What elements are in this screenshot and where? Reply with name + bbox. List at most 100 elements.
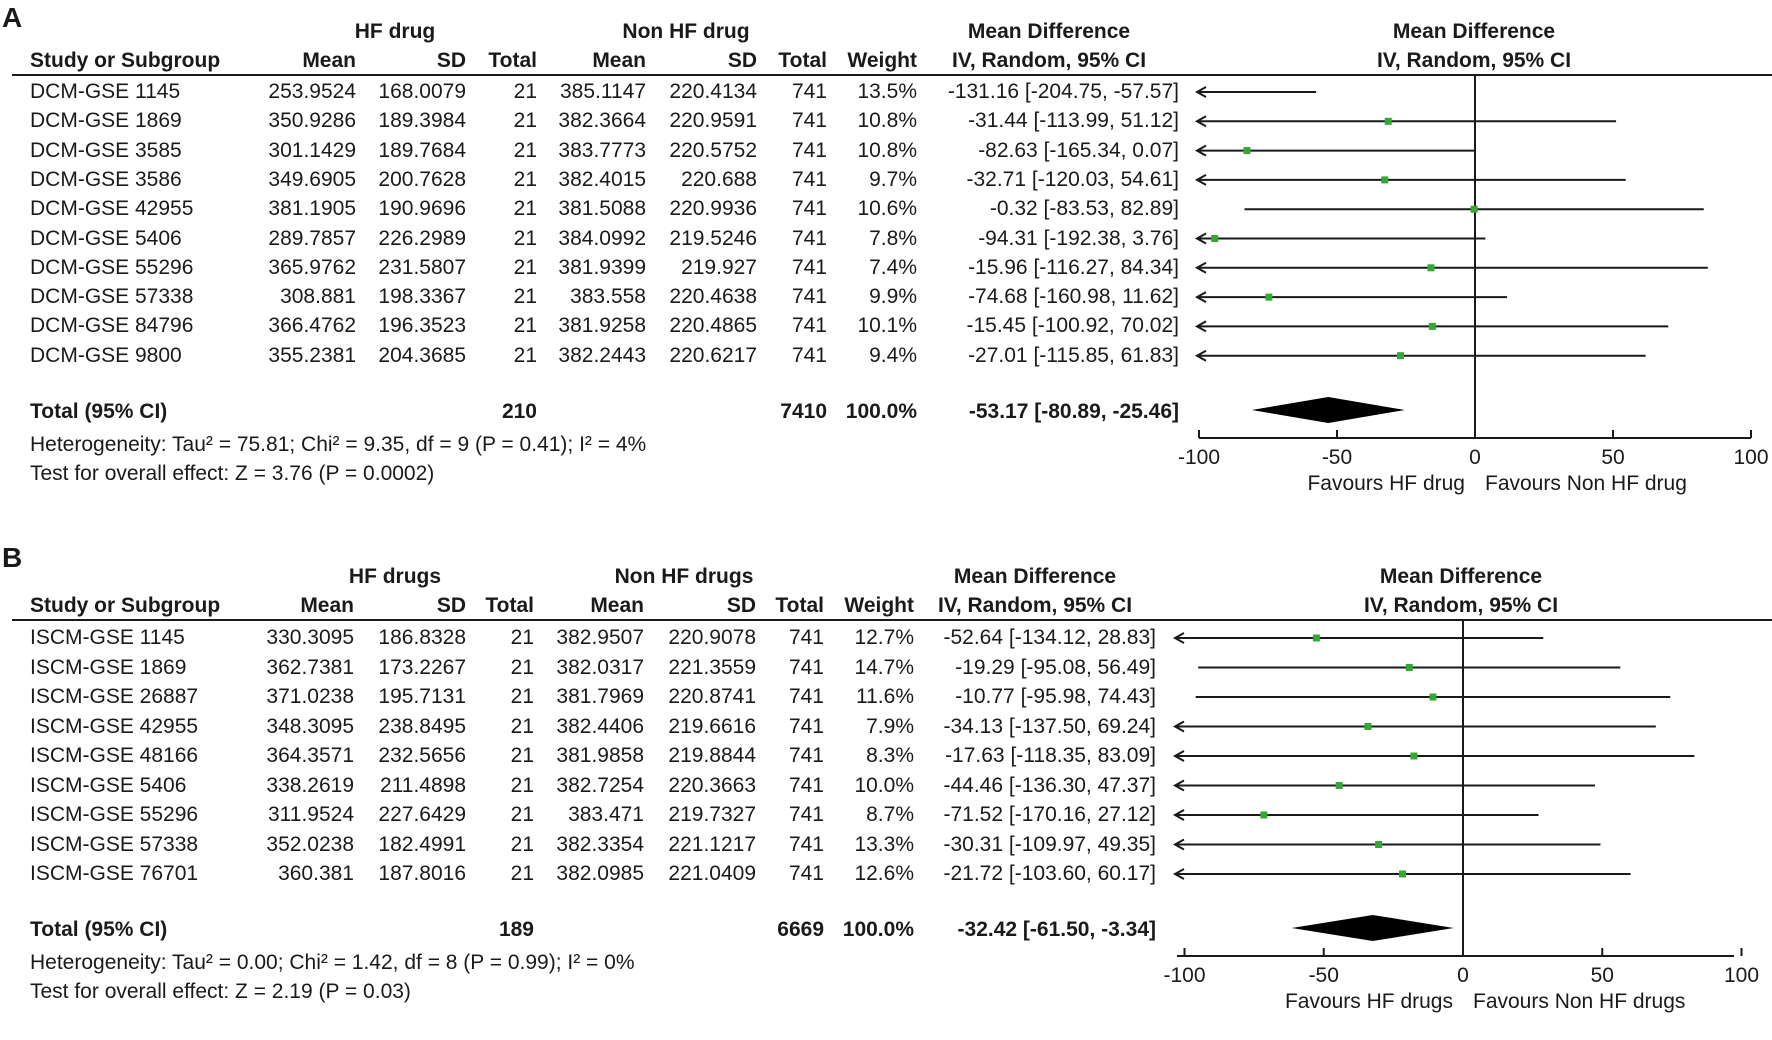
weight-cell: 10.8% (857, 138, 917, 162)
mean2-cell: 382.4406 (556, 714, 644, 738)
study-name: ISCM-GSE 42955 (30, 714, 199, 738)
sd1-cell: 238.8495 (378, 714, 466, 738)
total1-cell: 21 (510, 655, 534, 679)
total1-cell: 21 (510, 832, 534, 856)
study-estimate-marker (1375, 841, 1383, 848)
x-axis-tick-label: -100 (1163, 964, 1205, 987)
ci-cell: -30.31 [-109.97, 49.35] (943, 832, 1157, 856)
sd1-cell: 211.4898 (379, 773, 466, 797)
total1-cell: 21 (513, 226, 537, 250)
sd2-cell: 220.9936 (669, 197, 757, 221)
total1-cell: 21 (510, 773, 534, 797)
mean1-cell: 253.9524 (268, 80, 356, 103)
mean2-cell: 382.3354 (556, 832, 644, 856)
total2-cell: 6669 (777, 918, 824, 941)
sd1-cell: 195.7131 (378, 685, 466, 708)
study-estimate-marker (1384, 117, 1392, 125)
ci-cell: -15.45 [-100.92, 70.02] (966, 314, 1180, 338)
sd2-cell: 221.0409 (668, 862, 756, 885)
ci-left-arrow (1194, 291, 1207, 303)
total2-cell: 741 (791, 314, 827, 338)
sd1-column-header: SD (436, 49, 466, 72)
ci-left-arrow (1172, 632, 1185, 644)
weight-cell: 8.3% (866, 744, 914, 767)
study-name: DCM-GSE 42955 (30, 197, 194, 221)
mean1-cell: 301.1429 (268, 138, 356, 162)
heterogeneity-text: Heterogeneity: Tau² = 0.00; Chi² = 1.42,… (30, 951, 635, 974)
mean2-cell: 381.9258 (558, 314, 646, 338)
ci-cell: -17.63 [-118.35, 83.09] (945, 744, 1156, 767)
total1-cell: 21 (513, 109, 537, 133)
study-name: DCM-GSE 84796 (30, 314, 194, 338)
ci-left-arrow (1194, 261, 1207, 274)
total2-cell: 741 (788, 773, 824, 797)
md-method-header: IV, Random, 95% CI (937, 594, 1133, 617)
ci-left-arrow (1172, 750, 1185, 762)
favours-right-label: Favours Non HF drugs (1473, 990, 1685, 1013)
total2-cell: 741 (791, 226, 827, 250)
mean1-cell: 330.3095 (266, 626, 354, 649)
mean1-cell: 362.7381 (266, 655, 354, 679)
total-label: Total (95% CI) (30, 400, 168, 423)
ci-cell: -131.16 [-204.75, -57.57] (947, 80, 1179, 103)
study-name: ISCM-GSE 76701 (30, 862, 199, 885)
ci-left-arrow (1172, 779, 1185, 792)
sd2-cell: 219.927 (681, 255, 757, 279)
forest-plot-panel-a: A HF drug Non HF drug Mean Difference Mean D… (0, 0, 1772, 500)
total1-column-header: Total (488, 49, 537, 72)
sd2-cell: 220.3663 (668, 773, 756, 797)
total2-cell: 741 (788, 803, 824, 826)
total2-cell: 741 (788, 685, 824, 708)
weight-cell: 10.0% (854, 773, 914, 797)
sd1-cell: 232.5656 (378, 744, 466, 767)
mean2-cell: 383.471 (568, 803, 644, 826)
total-ci-cell: -32.42 [-61.50, -3.34] (957, 918, 1156, 941)
study-name: DCM-GSE 5406 (30, 226, 182, 250)
sd1-cell: 204.3685 (378, 343, 466, 367)
ci-cell: -34.13 [-137.50, 69.24] (943, 714, 1157, 738)
mean2-column-header: Mean (592, 49, 646, 72)
md-header-title: Mean Difference (953, 565, 1117, 588)
weight-cell: 10.8% (857, 109, 917, 133)
x-axis-tick-label: -100 (1178, 446, 1220, 469)
total2-column-header: Total (775, 594, 824, 617)
ci-cell: -19.29 [-95.08, 56.49] (955, 655, 1156, 679)
mean1-cell: 311.9524 (267, 803, 354, 826)
weight-column-header: Weight (844, 594, 914, 617)
total2-cell: 741 (788, 626, 824, 649)
total1-cell: 21 (513, 255, 537, 279)
forest-plot: -100 -50 0 50 100 Favours HF drug Favours Non … (1178, 76, 1769, 495)
ci-cell: -74.68 [-160.98, 11.62] (968, 285, 1179, 309)
study-estimate-marker (1211, 235, 1219, 242)
mean2-cell: 382.7254 (556, 773, 644, 797)
sd2-cell: 220.4865 (669, 314, 757, 338)
total1-cell: 21 (513, 138, 537, 162)
sd1-cell: 187.8016 (378, 862, 466, 885)
mean1-cell: 308.881 (280, 285, 356, 309)
study-name: ISCM-GSE 57338 (30, 832, 199, 856)
mean2-cell: 382.0317 (556, 655, 644, 679)
total2-cell: 741 (791, 255, 827, 279)
total2-cell: 741 (791, 285, 827, 309)
mean2-cell: 382.4015 (558, 167, 646, 191)
mean1-cell: 364.3571 (266, 744, 354, 767)
header-divider (12, 74, 1772, 76)
study-estimate-marker (1381, 176, 1389, 184)
study-column-header: Study or Subgroup (30, 594, 221, 617)
total1-cell: 21 (510, 862, 534, 885)
weight-cell: 7.4% (869, 255, 917, 279)
study-estimate-marker (1428, 322, 1436, 330)
mean1-column-header: Mean (302, 49, 356, 72)
sd1-cell: 182.4991 (378, 832, 466, 856)
study-estimate-marker (1312, 634, 1320, 642)
study-name: ISCM-GSE 1869 (30, 655, 187, 679)
sd2-column-header: SD (726, 594, 756, 617)
study-name: DCM-GSE 3586 (30, 167, 182, 191)
group1-header: HF drugs (348, 565, 442, 588)
study-estimate-marker (1429, 693, 1437, 701)
mean1-cell: 289.7857 (268, 226, 356, 250)
total1-cell: 21 (510, 685, 534, 708)
sd1-cell: 190.9696 (378, 197, 466, 221)
ci-left-arrow (1194, 115, 1207, 128)
study-name: ISCM-GSE 5406 (30, 773, 187, 797)
